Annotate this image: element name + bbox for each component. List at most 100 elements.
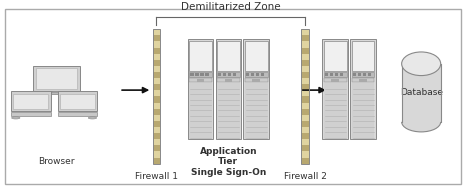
Bar xyxy=(302,72,309,78)
Text: Demilitarized Zone: Demilitarized Zone xyxy=(181,2,281,12)
Bar xyxy=(58,91,97,111)
Bar xyxy=(197,79,204,82)
Bar xyxy=(153,29,160,164)
Bar xyxy=(352,83,375,139)
Bar xyxy=(153,103,160,109)
Bar xyxy=(11,112,51,116)
Bar xyxy=(191,73,193,76)
Bar xyxy=(153,115,160,121)
Bar xyxy=(256,73,259,76)
Bar xyxy=(324,83,347,139)
Ellipse shape xyxy=(12,117,20,119)
Bar xyxy=(11,91,51,111)
Ellipse shape xyxy=(402,112,441,132)
Bar xyxy=(324,72,347,77)
Text: Application
Tier
Single Sign-On: Application Tier Single Sign-On xyxy=(191,147,266,177)
Bar xyxy=(302,29,309,35)
Bar xyxy=(189,72,212,77)
Bar xyxy=(195,73,199,76)
Bar xyxy=(324,78,347,82)
Bar xyxy=(261,73,264,76)
Bar xyxy=(217,78,240,82)
Bar xyxy=(245,78,267,82)
Bar xyxy=(14,94,48,109)
Bar xyxy=(153,78,160,84)
Bar xyxy=(189,41,212,71)
Bar xyxy=(302,35,309,42)
Bar xyxy=(153,139,160,145)
Bar xyxy=(330,73,333,76)
Text: Browser: Browser xyxy=(38,157,75,166)
Bar xyxy=(302,48,309,54)
Bar xyxy=(302,139,309,145)
Bar xyxy=(358,73,361,76)
Bar xyxy=(325,73,328,76)
Bar xyxy=(253,79,260,82)
Bar xyxy=(45,92,68,94)
Bar xyxy=(302,90,309,96)
Bar xyxy=(153,96,160,103)
Bar xyxy=(302,103,309,109)
Bar xyxy=(58,112,97,116)
Bar xyxy=(302,145,309,152)
Bar xyxy=(216,39,241,139)
Ellipse shape xyxy=(88,117,96,119)
Bar xyxy=(331,79,339,82)
Bar xyxy=(225,79,232,82)
Bar xyxy=(153,152,160,158)
Bar xyxy=(217,72,240,77)
Bar xyxy=(153,72,160,78)
Bar xyxy=(153,127,160,133)
Bar xyxy=(217,83,240,139)
Bar xyxy=(302,60,309,66)
Bar xyxy=(324,41,347,71)
Bar xyxy=(223,73,226,76)
Bar xyxy=(153,66,160,72)
Bar xyxy=(340,73,343,76)
Bar xyxy=(245,41,267,71)
Bar xyxy=(335,73,338,76)
Bar xyxy=(153,145,160,152)
Ellipse shape xyxy=(402,52,441,76)
Bar xyxy=(153,133,160,139)
Bar xyxy=(402,64,441,122)
Bar xyxy=(188,39,213,139)
Bar xyxy=(153,109,160,115)
Bar xyxy=(302,127,309,133)
Bar xyxy=(353,73,356,76)
Bar xyxy=(153,121,160,127)
Bar xyxy=(251,73,254,76)
Text: Firewall 1: Firewall 1 xyxy=(135,172,178,181)
Bar xyxy=(352,72,375,77)
Bar xyxy=(302,42,309,48)
Bar xyxy=(350,39,376,139)
Bar xyxy=(153,29,160,35)
Bar xyxy=(302,152,309,158)
Bar xyxy=(302,109,309,115)
Bar xyxy=(245,72,267,77)
Bar xyxy=(302,158,309,164)
Bar xyxy=(352,41,375,71)
Bar xyxy=(322,39,348,139)
Bar xyxy=(153,60,160,66)
Bar xyxy=(153,158,160,164)
Bar xyxy=(302,133,309,139)
Bar xyxy=(302,84,309,90)
Bar xyxy=(302,54,309,60)
Bar xyxy=(302,121,309,127)
Bar xyxy=(352,78,375,82)
Bar xyxy=(302,115,309,121)
Bar xyxy=(153,54,160,60)
Bar xyxy=(302,96,309,103)
Text: Firewall 2: Firewall 2 xyxy=(284,172,327,181)
Bar xyxy=(52,91,61,94)
Bar xyxy=(153,35,160,42)
Bar xyxy=(302,66,309,72)
Bar xyxy=(246,73,249,76)
Bar xyxy=(219,73,221,76)
Bar xyxy=(189,83,212,139)
Text: Database: Database xyxy=(400,88,443,97)
Bar xyxy=(35,68,77,89)
Bar xyxy=(368,73,371,76)
Bar xyxy=(359,79,367,82)
